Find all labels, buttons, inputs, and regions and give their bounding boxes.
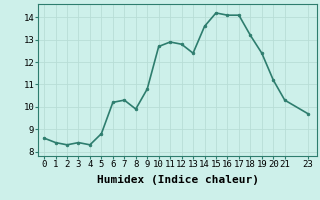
X-axis label: Humidex (Indice chaleur): Humidex (Indice chaleur)	[97, 175, 259, 185]
